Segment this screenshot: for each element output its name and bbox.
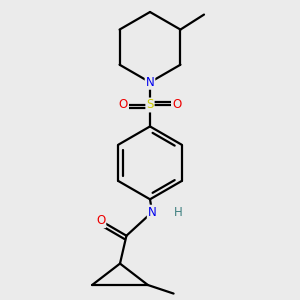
Text: N: N bbox=[146, 76, 154, 89]
Text: H: H bbox=[173, 206, 182, 219]
Text: O: O bbox=[172, 98, 181, 112]
Text: N: N bbox=[148, 206, 157, 219]
Text: O: O bbox=[119, 98, 128, 112]
Text: S: S bbox=[146, 98, 154, 112]
Text: O: O bbox=[96, 214, 105, 227]
